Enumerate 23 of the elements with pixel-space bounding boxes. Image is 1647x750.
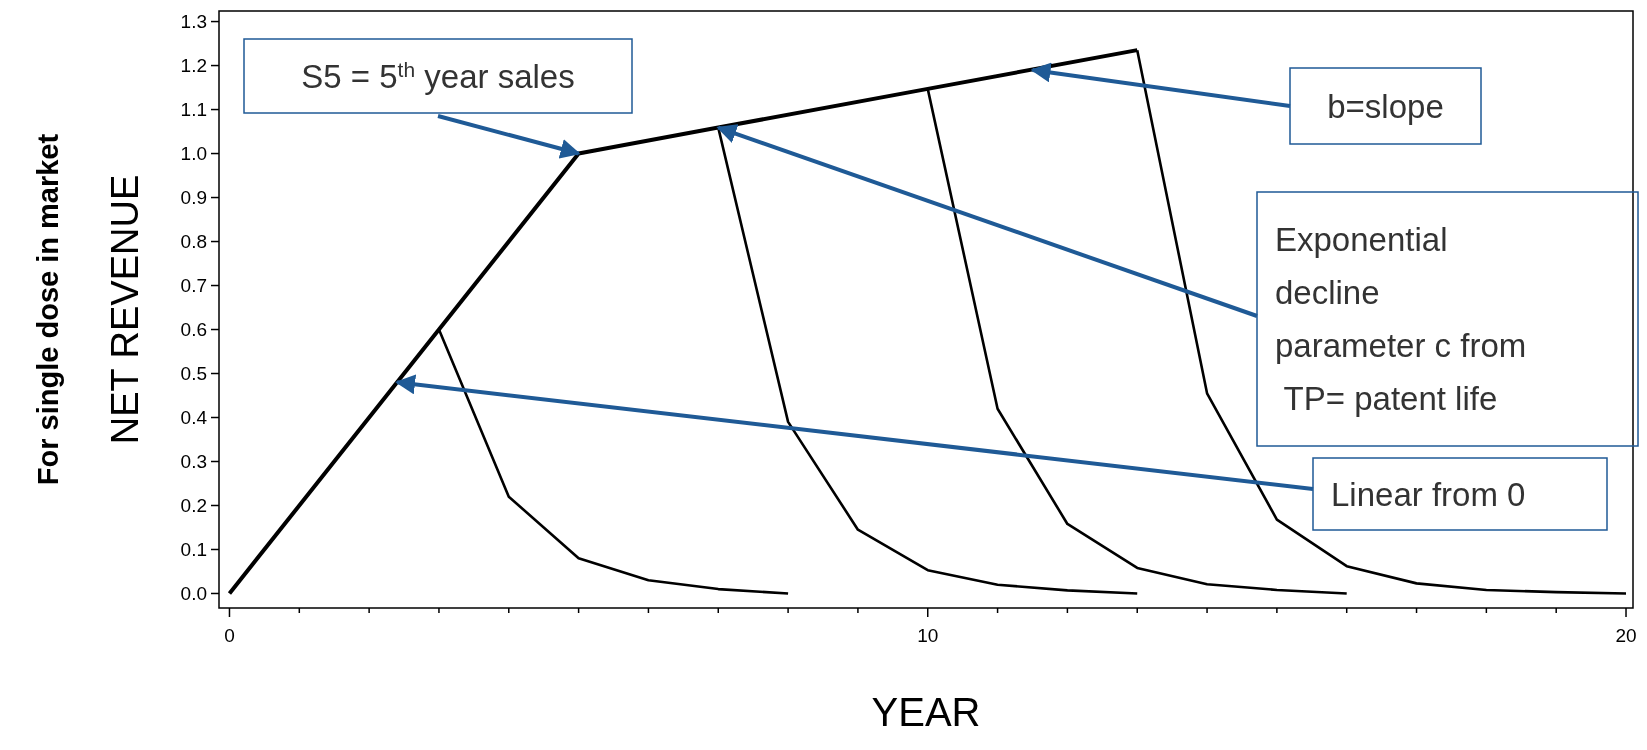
annotation: S5 = 5$^{th}$ year sales [301, 57, 575, 95]
y-tick-label: 0.0 [180, 583, 207, 605]
y-tick-label: 0.2 [180, 495, 207, 517]
y-tick-label: 1.3 [180, 11, 207, 33]
y-tick-label: 0.5 [180, 363, 207, 385]
y-tick-label: 1.1 [180, 99, 207, 121]
y-tick-label: 0.1 [180, 539, 207, 561]
y-tick-label: 0.9 [180, 187, 207, 209]
x-tick-label: 0 [224, 625, 235, 646]
y-tick-label: 0.4 [180, 407, 208, 429]
y-tick-label: 1.0 [180, 143, 207, 165]
y-tick-label: 1.2 [180, 55, 207, 77]
x-tick-label: 20 [1615, 625, 1637, 646]
annotation: Linear from 0 [1331, 475, 1526, 513]
annotation: Exponential decline parameter c from TP= patent life [1275, 221, 1527, 418]
y-tick-label: 0.8 [180, 231, 207, 253]
x-axis-title: YEAR [871, 690, 981, 734]
y-tick-label: 0.3 [180, 451, 207, 473]
text: For single dose in market NET REVENUE [32, 133, 146, 486]
y-tick-label: 0.6 [180, 319, 207, 341]
x-tick-label: 10 [917, 625, 939, 646]
annotation: b=slope [1327, 87, 1444, 125]
y-tick-label: 0.7 [180, 275, 207, 297]
